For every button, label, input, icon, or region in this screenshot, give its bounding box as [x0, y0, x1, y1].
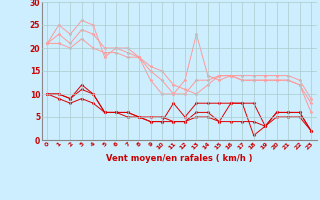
- X-axis label: Vent moyen/en rafales ( km/h ): Vent moyen/en rafales ( km/h ): [106, 154, 252, 163]
